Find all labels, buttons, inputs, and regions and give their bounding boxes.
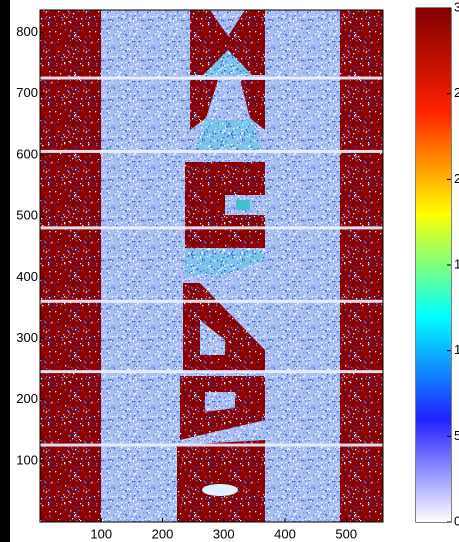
letter-region [210,10,245,36]
colorbar-tick-label: 10 [454,342,459,357]
x-tick-label: 300 [213,526,235,541]
gap-line [40,443,383,447]
colorbar-tick-label: 0 [454,513,459,528]
y-tick-label: 100 [16,452,38,467]
letter-hole [202,484,238,496]
y-tick-label: 400 [16,269,38,284]
x-tick-label: 500 [335,526,357,541]
colorbar [416,8,451,522]
red-column [40,10,101,522]
letter-region [205,392,235,412]
letter-region [240,80,265,130]
y-tick-label: 300 [16,330,38,345]
heatmap-image [40,10,383,522]
letter-hole [236,200,250,210]
y-tick-label: 600 [16,146,38,161]
letter-region [190,10,265,75]
colorbar-tick-label: 15 [454,256,459,271]
plot-frame [39,9,384,523]
colorbar-tick-label: 30 [454,0,459,14]
x-tick-label: 100 [90,526,112,541]
y-tick-label: 800 [16,24,38,39]
x-tick-label: 200 [152,526,174,541]
x-tick-label: 400 [274,526,296,541]
letter-region [200,320,225,355]
letter-region [185,250,265,275]
letter-region [177,440,265,522]
y-tick-label: 700 [16,85,38,100]
colorbar-tick-label: 5 [454,428,459,443]
gap-line [40,226,383,230]
red-column [340,10,383,522]
left-edge [0,0,10,542]
gap-line [40,76,383,80]
gap-line [40,149,383,153]
letter-region [195,120,262,150]
y-tick-label: 200 [16,391,38,406]
colorbar-tick-label: 20 [454,171,459,186]
gap-line [40,370,383,374]
gap-line [40,299,383,303]
y-tick-label: 500 [16,208,38,223]
letter-region [190,80,218,130]
letter-region [203,50,252,75]
colorbar-tick-label: 25 [454,85,459,100]
